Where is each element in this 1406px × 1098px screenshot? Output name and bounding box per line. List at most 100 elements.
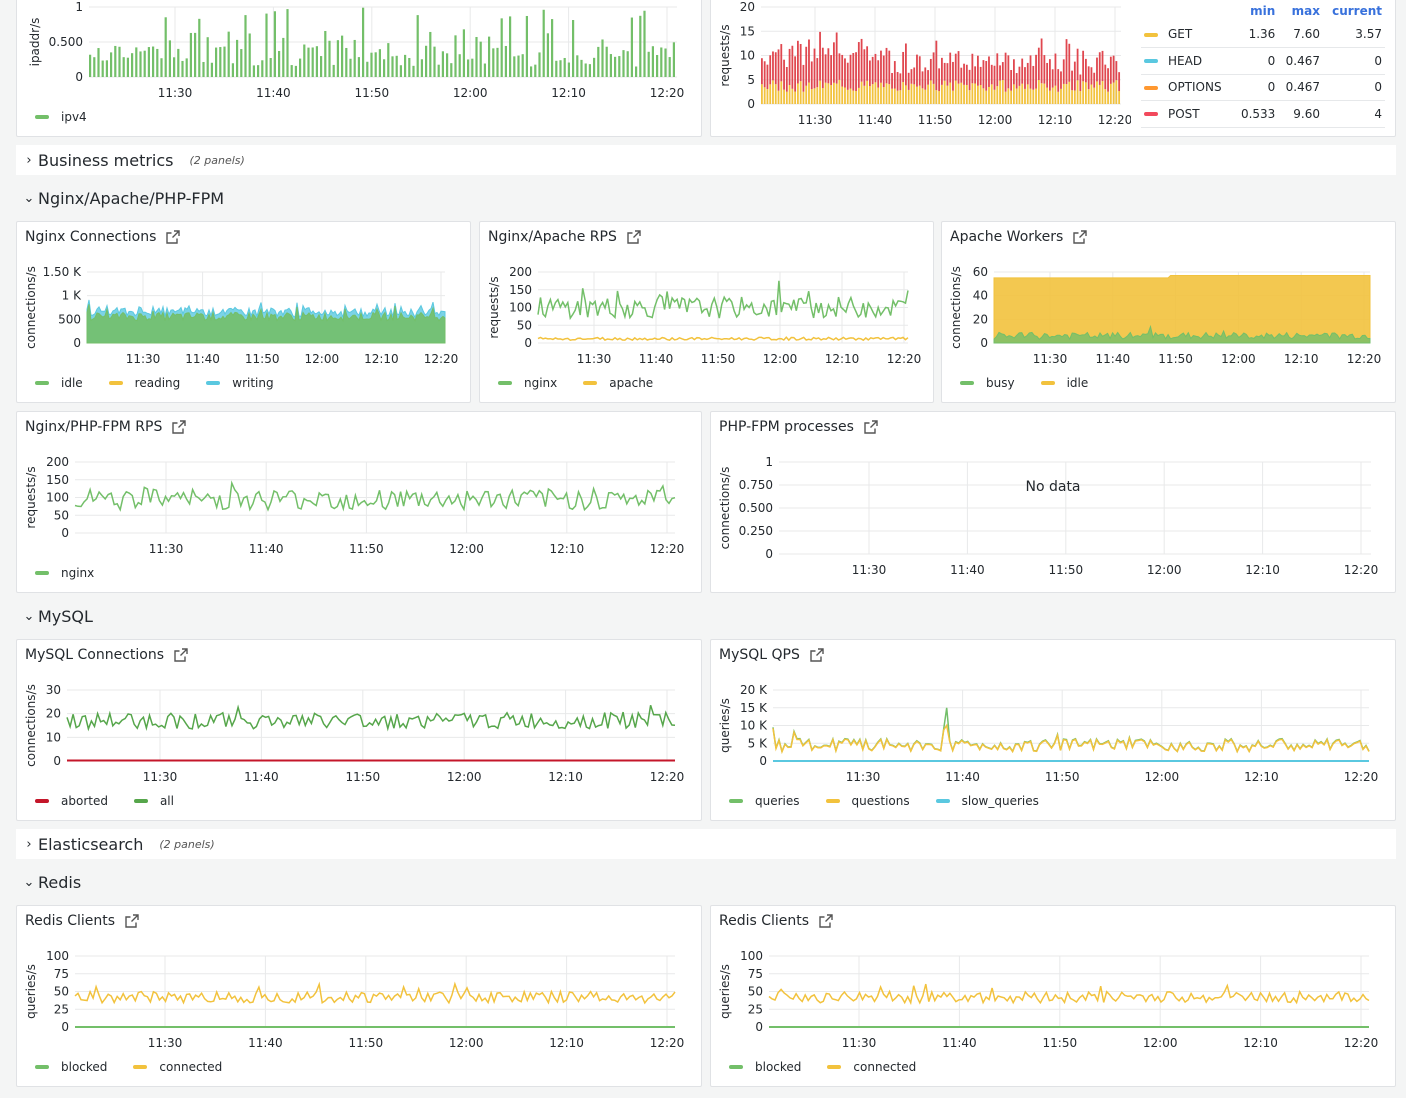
get-bar — [772, 80, 774, 104]
row-title: MySQL — [38, 606, 93, 626]
legend-item-connected[interactable]: connected — [827, 1060, 916, 1074]
legend-item-slow_queries[interactable]: slow_queries — [935, 794, 1039, 808]
x-tick-label: 11:50 — [355, 86, 390, 100]
row-mysql[interactable]: ⌄ MySQL — [16, 601, 1396, 631]
post-bar — [774, 52, 777, 85]
x-tick-label: 11:30 — [1033, 352, 1068, 366]
col-current-header[interactable]: current — [1332, 4, 1382, 18]
row-elasticsearch[interactable]: › Elasticsearch (2 panels) — [16, 829, 1396, 859]
ipv4-bar — [311, 47, 314, 77]
get-bar — [946, 85, 949, 104]
external-link-icon[interactable] — [125, 914, 139, 928]
ipv4-bar — [588, 64, 591, 77]
post-bar — [1107, 68, 1109, 92]
y-axis-label: connections/s — [24, 266, 38, 349]
legend-item-aborted[interactable]: aborted — [35, 794, 108, 808]
ipv4-bar — [462, 29, 465, 77]
legend-max: 9.60 — [1278, 100, 1324, 128]
x-tick-label: 11:30 — [577, 352, 612, 366]
legend-item-connected[interactable]: connected — [133, 1060, 222, 1074]
panel-title[interactable]: Redis Clients — [719, 913, 833, 929]
legend-item-blocked[interactable]: blocked — [729, 1060, 801, 1074]
panel-title[interactable]: MySQL Connections — [25, 647, 188, 663]
ipv4-bar — [567, 62, 570, 77]
row-business-metrics[interactable]: › Business metrics (2 panels) — [16, 145, 1396, 175]
row-redis[interactable]: ⌄ Redis — [16, 867, 1396, 897]
post-bar — [924, 67, 927, 90]
post-bar — [990, 64, 993, 85]
x-tick-label: 11:50 — [349, 542, 384, 556]
get-bar — [924, 89, 927, 104]
legend-row-post[interactable]: POST 0.533 9.60 4 — [1141, 100, 1385, 128]
y-tick-label: 0 — [759, 754, 767, 768]
legend-item-apache[interactable]: apache — [583, 376, 653, 390]
panel-title[interactable]: MySQL QPS — [719, 647, 824, 663]
ipv4-bar — [357, 57, 360, 77]
legend-item-blocked[interactable]: blocked — [35, 1060, 107, 1074]
legend-item-idle[interactable]: idle — [35, 376, 83, 390]
no-data-text: No data — [1025, 479, 1080, 495]
nginx-connections-chart: 1.50 K 1 K 500 0 11:30 11:40 11:50 12:00 12:10 12… — [24, 265, 458, 366]
external-link-icon[interactable] — [166, 230, 181, 244]
get-bar — [1046, 87, 1049, 104]
panel-title-text: PHP-FPM processes — [719, 419, 854, 435]
get-bar — [1093, 87, 1096, 104]
panel-title[interactable]: Redis Clients — [25, 913, 139, 929]
legend-item-queries[interactable]: queries — [729, 794, 800, 808]
legend-row-head[interactable]: HEAD 0 0.467 0 — [1141, 47, 1385, 75]
get-bar — [932, 83, 935, 104]
legend-item-busy[interactable]: busy — [960, 376, 1015, 390]
ipv4-bar — [479, 41, 482, 77]
legend-item-questions[interactable]: questions — [825, 794, 910, 808]
external-link-icon[interactable] — [627, 230, 641, 244]
ipv4-bar — [593, 57, 596, 77]
panel-title[interactable]: PHP-FPM processes — [719, 419, 878, 435]
ipv4-bar — [261, 60, 264, 77]
post-bar — [943, 62, 946, 81]
get-bar — [874, 82, 877, 104]
panel-title-text: Nginx/Apache RPS — [488, 229, 617, 245]
x-tick-label: 11:30 — [126, 352, 161, 366]
ipv4-bar — [227, 31, 230, 77]
panel-title[interactable]: Apache Workers — [950, 229, 1087, 245]
col-max-header[interactable]: max — [1291, 4, 1321, 18]
legend-item-reading[interactable]: reading — [108, 376, 180, 390]
legend-item-nginx[interactable]: nginx — [35, 566, 94, 580]
get-bar — [871, 84, 874, 104]
legend-item-nginx[interactable]: nginx — [498, 376, 557, 390]
row-nginx-apache-phpfpm[interactable]: ⌄ Nginx/Apache/PHP-FPM — [16, 183, 1396, 213]
external-link-icon[interactable] — [864, 420, 878, 434]
get-bar — [896, 90, 899, 104]
connected-line — [768, 983, 1370, 1006]
post-bar — [965, 64, 968, 85]
get-bar — [1109, 83, 1112, 104]
panel-title[interactable]: Nginx Connections — [25, 229, 181, 245]
panel-title[interactable]: Nginx/Apache RPS — [488, 229, 641, 245]
get-bar — [866, 80, 869, 104]
get-bar — [913, 84, 916, 104]
ipv4-bar — [660, 47, 663, 77]
x-tick-label: 12:10 — [551, 86, 586, 100]
legend-item-idle[interactable]: idle — [1040, 376, 1088, 390]
external-link-icon[interactable] — [172, 420, 187, 434]
get-bar — [963, 84, 965, 104]
col-min-header[interactable]: min — [1250, 4, 1276, 18]
external-link-icon[interactable] — [810, 648, 824, 662]
external-link-icon[interactable] — [1073, 230, 1087, 244]
external-link-icon[interactable] — [174, 648, 188, 662]
legend-row-options[interactable]: OPTIONS 0 0.467 0 — [1141, 74, 1385, 101]
post-bar — [1037, 47, 1040, 81]
panel-title[interactable]: Nginx/PHP-FPM RPS — [25, 419, 187, 435]
external-link-icon[interactable] — [819, 914, 833, 928]
legend-row-get[interactable]: GET 1.36 7.60 3.57 — [1141, 21, 1385, 48]
post-bar — [880, 50, 882, 83]
legend: nginx apache — [498, 376, 653, 390]
legend-item-all[interactable]: all — [133, 794, 174, 808]
y-tick-label: 0 — [61, 1020, 69, 1034]
ipv4-bar — [492, 48, 495, 77]
legend-item-writing[interactable]: writing — [206, 376, 274, 390]
x-tick-label: 12:10 — [1284, 352, 1319, 366]
get-bar — [805, 85, 808, 104]
get-bar — [1087, 89, 1090, 104]
legend-item-ipv4[interactable]: ipv4 — [35, 110, 87, 124]
